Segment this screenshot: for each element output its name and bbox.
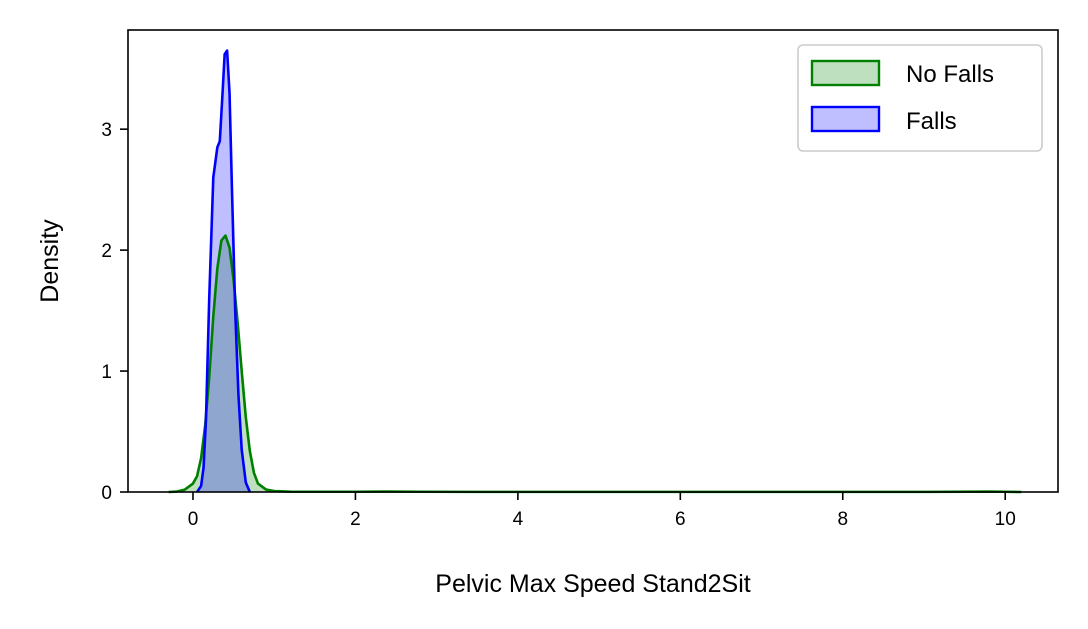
x-tick-label: 8 (837, 509, 848, 530)
y-tick-label: 3 (101, 120, 112, 141)
y-tick-label: 1 (101, 362, 112, 383)
x-tick-label: 2 (350, 509, 361, 530)
x-axis-label: Pelvic Max Speed Stand2Sit (435, 570, 751, 598)
density-line-falls (195, 49, 252, 493)
density-line-no-falls (168, 234, 1022, 494)
legend-swatch-falls (810, 105, 881, 133)
y-axis-label: Density (36, 219, 64, 303)
legend: No Falls Falls (797, 44, 1043, 152)
plot-area-frame (127, 29, 1059, 493)
x-axis-ticks: 0 2 4 6 8 10 (188, 492, 1016, 530)
density-fill-falls (197, 50, 250, 493)
legend-label-falls: Falls (906, 108, 957, 135)
x-tick-label: 6 (675, 509, 686, 530)
y-axis-ticks: 0 1 2 3 (101, 120, 128, 504)
x-tick-label: 4 (513, 509, 524, 530)
legend-swatch-no-falls (810, 59, 881, 87)
y-tick-label: 0 (101, 483, 112, 504)
y-tick-label: 2 (101, 241, 112, 262)
x-tick-label: 10 (995, 509, 1016, 530)
legend-label-no-falls: No Falls (906, 61, 994, 88)
x-tick-label: 0 (188, 509, 199, 530)
density-fill-no-falls (168, 235, 1022, 492)
